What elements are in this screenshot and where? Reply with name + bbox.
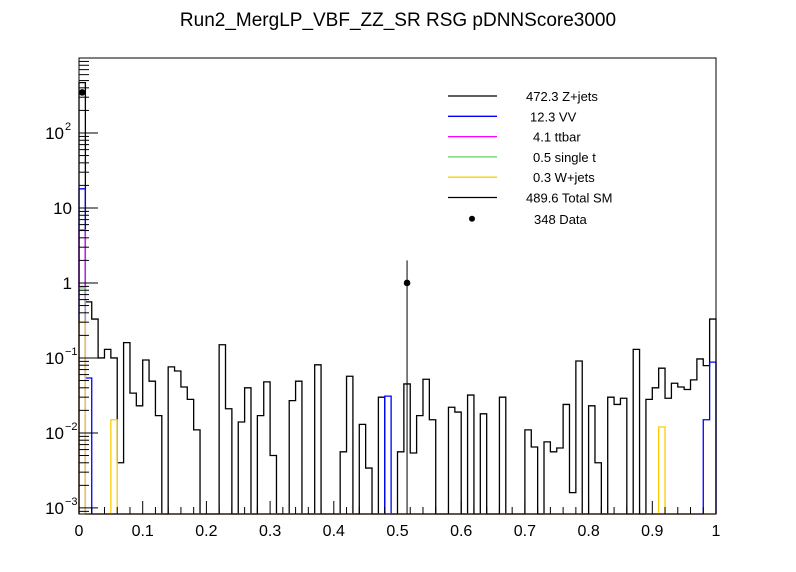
y-tick-label: 1 bbox=[63, 274, 72, 293]
legend-label: 4.1 ttbar bbox=[533, 130, 581, 145]
y-tick-base: 10 bbox=[53, 199, 72, 218]
legend-marker-data bbox=[469, 215, 475, 222]
x-tick-label: 0.4 bbox=[323, 523, 345, 540]
y-tick-label: 10 bbox=[53, 199, 72, 218]
x-tick-label: 0.3 bbox=[259, 523, 281, 540]
legend: 472.3 Z+jets 12.3 VV 4.1 ttbar 0.5 single t… bbox=[448, 89, 612, 227]
y-tick-label: 10 bbox=[45, 424, 64, 443]
data-point bbox=[403, 279, 411, 287]
y-tick-exponent: −3 bbox=[65, 496, 78, 508]
y-tick-base: 10 bbox=[45, 349, 64, 368]
y-tick-exponent: −2 bbox=[65, 421, 78, 433]
x-tick-label: 0 bbox=[75, 523, 84, 540]
legend-label: 348 Data bbox=[534, 212, 588, 227]
legend-label: 0.5 single t bbox=[533, 150, 596, 165]
y-tick-exponent: 2 bbox=[65, 121, 71, 133]
legend-label: 0.3 W+jets bbox=[533, 170, 595, 185]
x-tick-label: 0.6 bbox=[450, 523, 472, 540]
histogram-z-jets bbox=[78, 81, 717, 515]
y-tick-base: 10 bbox=[45, 499, 64, 518]
y-tick-exponent: −1 bbox=[65, 346, 78, 358]
x-tick-label: 0.9 bbox=[641, 523, 663, 540]
x-tick-label: 0.1 bbox=[132, 523, 154, 540]
y-tick-label: 10 bbox=[45, 124, 64, 143]
legend-label: 12.3 VV bbox=[530, 109, 577, 124]
legend-label: 489.6 Total SM bbox=[526, 191, 612, 206]
y-tick-label: 10 bbox=[45, 499, 64, 518]
legend-label: 472.3 Z+jets bbox=[526, 89, 598, 104]
data-point bbox=[78, 89, 86, 96]
x-tick-label: 0.7 bbox=[514, 523, 536, 540]
y-tick-base: 10 bbox=[45, 424, 64, 443]
chart-title: Run2_MergLP_VBF_ZZ_SR RSG pDNNScore3000 bbox=[179, 10, 617, 31]
y-tick-base: 1 bbox=[63, 274, 72, 293]
x-tick-label: 0.2 bbox=[195, 523, 217, 540]
x-tick-label: 1 bbox=[712, 523, 721, 540]
plot-frame bbox=[78, 57, 717, 515]
y-tick-label: 10 bbox=[45, 349, 64, 368]
x-tick-label: 0.8 bbox=[577, 523, 599, 540]
y-tick-base: 10 bbox=[45, 124, 64, 143]
x-tick-label: 0.5 bbox=[386, 523, 408, 540]
